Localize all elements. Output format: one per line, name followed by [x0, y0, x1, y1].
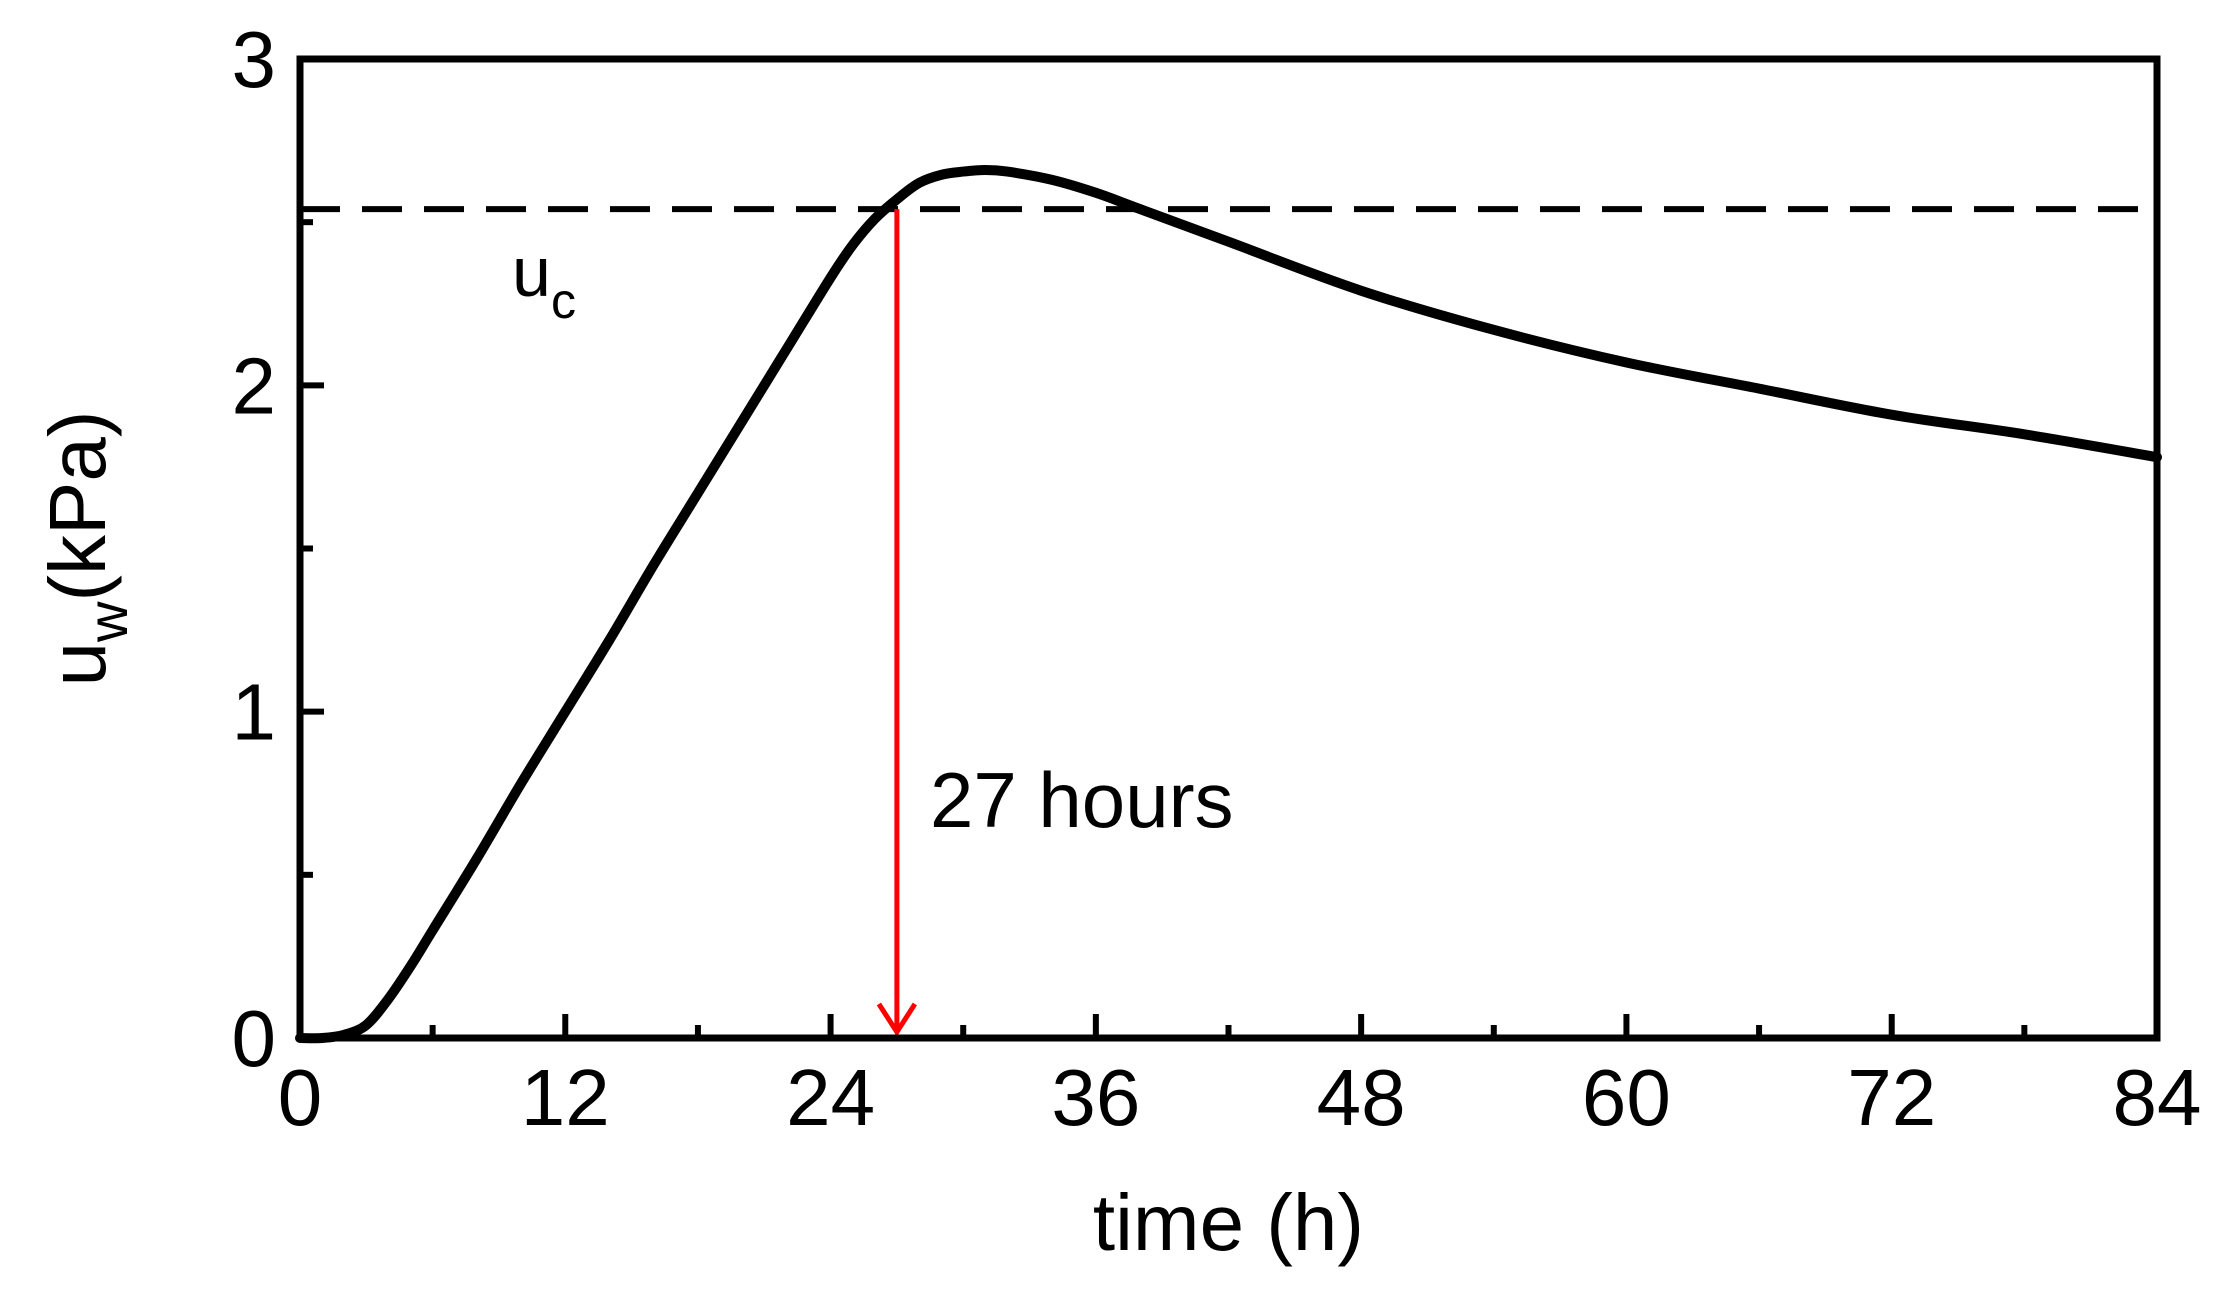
- threshold-label-sub: c: [551, 273, 576, 329]
- x-axis-tick-labels: 0 12 24 36 48 60 72 84: [278, 1053, 2202, 1142]
- x-tick-label: 0: [278, 1053, 323, 1142]
- x-tick-label: 12: [521, 1053, 610, 1142]
- x-tick-label: 72: [1847, 1053, 1936, 1142]
- arrow-head: [876, 1002, 917, 1037]
- y-axis-tick-labels: 0 1 2 3: [232, 15, 277, 1083]
- x-axis-label: time (h): [1093, 1178, 1364, 1267]
- x-axis-ticks: [297, 1014, 2160, 1038]
- y-tick-label: 0: [232, 994, 277, 1083]
- y-axis-label: uw(kPa): [33, 410, 139, 686]
- plot-frame: [296, 55, 2161, 1042]
- series-line: [295, 164, 2162, 1044]
- x-tick-label: 84: [2113, 1053, 2202, 1142]
- threshold-label: uc: [512, 233, 576, 329]
- y-axis-ticks: [300, 56, 324, 1041]
- y-tick-label: 3: [232, 15, 277, 104]
- x-tick-label: 48: [1317, 1053, 1406, 1142]
- y-tick-label: 2: [232, 341, 277, 430]
- annotation-label: 27 hours: [930, 756, 1234, 844]
- x-tick-label: 24: [786, 1053, 875, 1142]
- annotation-arrow: [876, 209, 917, 1037]
- y-axis-label-sub: w: [76, 601, 139, 643]
- threshold-label-main: u: [512, 233, 551, 311]
- x-tick-label: 36: [1051, 1053, 1140, 1142]
- y-axis-label-unit: (kPa): [33, 410, 122, 601]
- x-tick-label: 60: [1582, 1053, 1671, 1142]
- y-axis-label-main: u: [33, 642, 122, 687]
- y-tick-label: 1: [232, 668, 277, 757]
